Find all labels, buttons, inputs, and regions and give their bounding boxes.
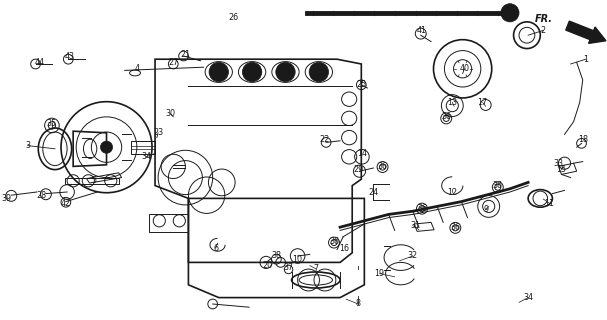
Text: 29: 29 bbox=[353, 165, 364, 174]
Text: 27: 27 bbox=[168, 58, 178, 67]
Text: 7: 7 bbox=[313, 264, 319, 273]
Text: 16: 16 bbox=[339, 244, 349, 252]
Text: 12: 12 bbox=[447, 188, 457, 196]
Text: 34: 34 bbox=[141, 152, 151, 161]
Text: 36: 36 bbox=[378, 162, 387, 171]
Text: 5: 5 bbox=[92, 176, 97, 185]
Text: 26: 26 bbox=[229, 13, 239, 22]
Text: 4: 4 bbox=[134, 64, 140, 73]
Circle shape bbox=[501, 4, 519, 22]
Text: 37: 37 bbox=[283, 263, 294, 272]
Text: 30: 30 bbox=[165, 109, 175, 118]
Text: 22: 22 bbox=[320, 135, 330, 144]
Circle shape bbox=[242, 62, 262, 82]
Text: 9: 9 bbox=[483, 205, 488, 214]
Text: 39: 39 bbox=[1, 194, 12, 203]
Text: 15: 15 bbox=[557, 165, 566, 174]
Text: FR.: FR. bbox=[534, 14, 552, 24]
Text: 42: 42 bbox=[61, 199, 71, 208]
Text: 28: 28 bbox=[36, 191, 46, 200]
Text: 36: 36 bbox=[493, 181, 503, 190]
Text: 43: 43 bbox=[65, 52, 75, 60]
Bar bbox=[149, 214, 188, 232]
Text: 23: 23 bbox=[153, 128, 163, 137]
Text: 6: 6 bbox=[213, 244, 218, 252]
Text: 34: 34 bbox=[523, 293, 533, 302]
Text: 40: 40 bbox=[459, 64, 469, 73]
Text: 38: 38 bbox=[271, 252, 282, 260]
Text: 20: 20 bbox=[262, 261, 273, 270]
Text: 18: 18 bbox=[578, 135, 588, 144]
Text: 24: 24 bbox=[368, 188, 379, 196]
Text: 13: 13 bbox=[447, 98, 457, 107]
Text: 14: 14 bbox=[357, 149, 367, 158]
Text: 44: 44 bbox=[35, 58, 45, 67]
FancyArrow shape bbox=[566, 21, 606, 44]
Text: 11: 11 bbox=[544, 199, 554, 208]
Text: 8: 8 bbox=[356, 300, 361, 308]
Text: 41: 41 bbox=[417, 26, 427, 35]
Circle shape bbox=[309, 62, 328, 82]
Text: 2: 2 bbox=[541, 26, 546, 35]
Text: 10: 10 bbox=[293, 255, 303, 264]
Text: 19: 19 bbox=[375, 269, 385, 278]
Text: 36: 36 bbox=[450, 223, 460, 232]
Text: 25: 25 bbox=[356, 80, 367, 89]
Text: 1: 1 bbox=[583, 55, 588, 64]
Text: 36: 36 bbox=[417, 204, 427, 212]
Text: 36: 36 bbox=[441, 112, 451, 121]
Text: 36: 36 bbox=[329, 237, 339, 246]
Circle shape bbox=[276, 62, 295, 82]
Circle shape bbox=[100, 141, 112, 153]
Text: 31: 31 bbox=[411, 221, 421, 230]
Text: 3: 3 bbox=[25, 141, 30, 150]
Text: 17: 17 bbox=[478, 98, 487, 107]
Text: 35: 35 bbox=[47, 119, 57, 128]
Text: 21: 21 bbox=[180, 50, 191, 59]
Text: 33: 33 bbox=[554, 159, 563, 168]
Text: 32: 32 bbox=[408, 252, 418, 260]
Circle shape bbox=[209, 62, 228, 82]
